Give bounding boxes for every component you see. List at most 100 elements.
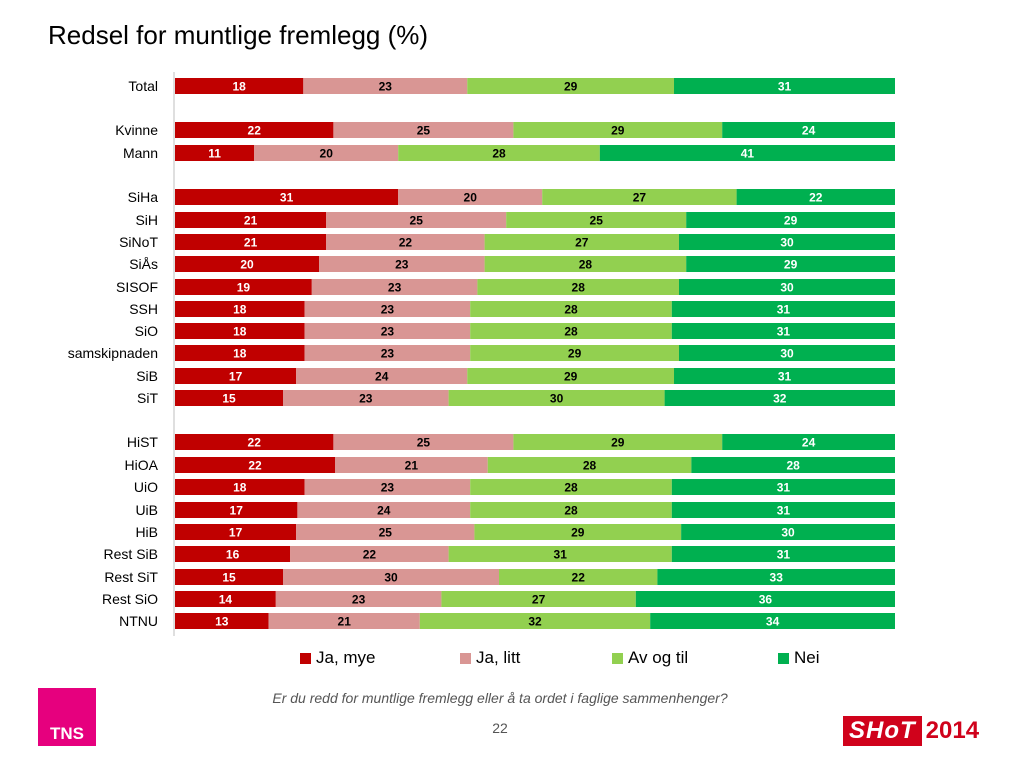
legend-item-nei: Nei — [778, 648, 820, 668]
bar-segment — [542, 189, 737, 205]
legend-swatch-ja-litt — [460, 652, 471, 664]
data-label: 18 — [232, 80, 246, 94]
bar-segment — [175, 502, 298, 518]
bar-segment — [635, 591, 895, 607]
data-label: 28 — [572, 281, 586, 295]
data-label: 19 — [237, 281, 251, 295]
shot-2014-logo: SHoT 2014 — [843, 716, 979, 746]
bar-segment — [499, 569, 658, 585]
bar-segment — [679, 234, 895, 250]
bar-segment — [506, 212, 687, 228]
category-label: SiB — [136, 368, 158, 384]
bar-segment — [681, 524, 895, 540]
bar-segment — [326, 212, 507, 228]
category-label: SiO — [135, 323, 158, 339]
bar-segment — [487, 457, 692, 473]
bar-segment — [474, 524, 682, 540]
bar-segment — [671, 546, 895, 562]
bar-segment — [448, 390, 665, 406]
bar-segment — [722, 434, 895, 450]
bar-segment — [175, 434, 334, 450]
bar-segment — [657, 569, 895, 585]
bar-segment — [664, 390, 895, 406]
bar-segment — [175, 122, 334, 138]
bar-segment — [304, 301, 471, 317]
legend: Ja, mye Ja, litt Av og til Nei — [300, 648, 860, 668]
data-label: 31 — [554, 548, 568, 562]
bar-segment — [175, 524, 297, 540]
legend-swatch-ja-mye — [300, 652, 311, 664]
data-label: 29 — [571, 526, 585, 540]
data-label: 30 — [780, 236, 794, 250]
bar-segment — [175, 256, 319, 272]
data-label: 23 — [379, 80, 393, 94]
bar-segment — [175, 78, 304, 94]
data-label: 27 — [633, 191, 647, 205]
category-label: SiH — [135, 212, 158, 228]
data-label: 22 — [363, 548, 377, 562]
data-label: 17 — [229, 526, 243, 540]
data-label: 25 — [379, 526, 393, 540]
bar-segment — [470, 345, 679, 361]
data-label: 29 — [568, 347, 582, 361]
data-label: 11 — [208, 147, 221, 161]
category-label: Mann — [123, 145, 158, 161]
bar-segment — [470, 301, 672, 317]
data-label: 27 — [532, 593, 546, 607]
data-label: 14 — [219, 593, 233, 607]
data-label: 29 — [611, 124, 625, 138]
data-label: 25 — [590, 214, 604, 228]
bar-segment — [467, 78, 675, 94]
data-label: 22 — [248, 459, 262, 473]
bar-segment — [671, 323, 895, 339]
data-label: 25 — [417, 436, 431, 450]
data-label: 21 — [244, 236, 258, 250]
data-label: 31 — [778, 370, 792, 384]
category-label: SiNoT — [119, 234, 158, 250]
data-label: 15 — [222, 571, 236, 585]
data-label: 33 — [770, 571, 784, 585]
category-label: NTNU — [119, 613, 158, 629]
bar-segment — [674, 78, 895, 94]
bar-segment — [674, 368, 895, 384]
bar-segment — [175, 279, 312, 295]
data-label: 22 — [572, 571, 586, 585]
data-label: 22 — [399, 236, 413, 250]
data-label: 31 — [777, 504, 791, 518]
data-label: 28 — [787, 459, 801, 473]
bar-segment — [296, 524, 475, 540]
category-label: Kvinne — [115, 122, 158, 138]
bar-segment — [175, 301, 305, 317]
data-label: 29 — [784, 214, 798, 228]
category-label: SISOF — [116, 279, 158, 295]
bar-segment — [333, 434, 514, 450]
category-label: Rest SiO — [102, 591, 158, 607]
bar-segment — [175, 546, 291, 562]
data-label: 29 — [564, 370, 578, 384]
bar-segment — [335, 457, 488, 473]
category-label: Total — [128, 78, 158, 94]
category-label: UiO — [134, 479, 158, 495]
data-label: 31 — [280, 191, 294, 205]
bar-segment — [333, 122, 514, 138]
data-label: 17 — [229, 370, 243, 384]
bar-segment — [319, 256, 485, 272]
bar-segment — [283, 390, 449, 406]
data-label: 23 — [359, 392, 373, 406]
survey-question: Er du redd for muntlige fremlegg eller å… — [272, 690, 728, 706]
bar-segment — [470, 502, 672, 518]
bar-segment — [311, 279, 478, 295]
bar-segment — [484, 234, 679, 250]
category-label: SiÅs — [129, 256, 158, 272]
data-label: 23 — [381, 325, 395, 339]
bar-segment — [513, 434, 723, 450]
legend-label-ja-mye: Ja, mye — [316, 648, 376, 667]
data-label: 28 — [564, 303, 578, 317]
data-label: 24 — [375, 370, 389, 384]
legend-swatch-nei — [778, 652, 789, 664]
bar-segment — [304, 479, 471, 495]
data-label: 41 — [741, 147, 755, 161]
data-label: 23 — [352, 593, 366, 607]
bar-segment — [175, 234, 327, 250]
bar-segment — [175, 189, 399, 205]
